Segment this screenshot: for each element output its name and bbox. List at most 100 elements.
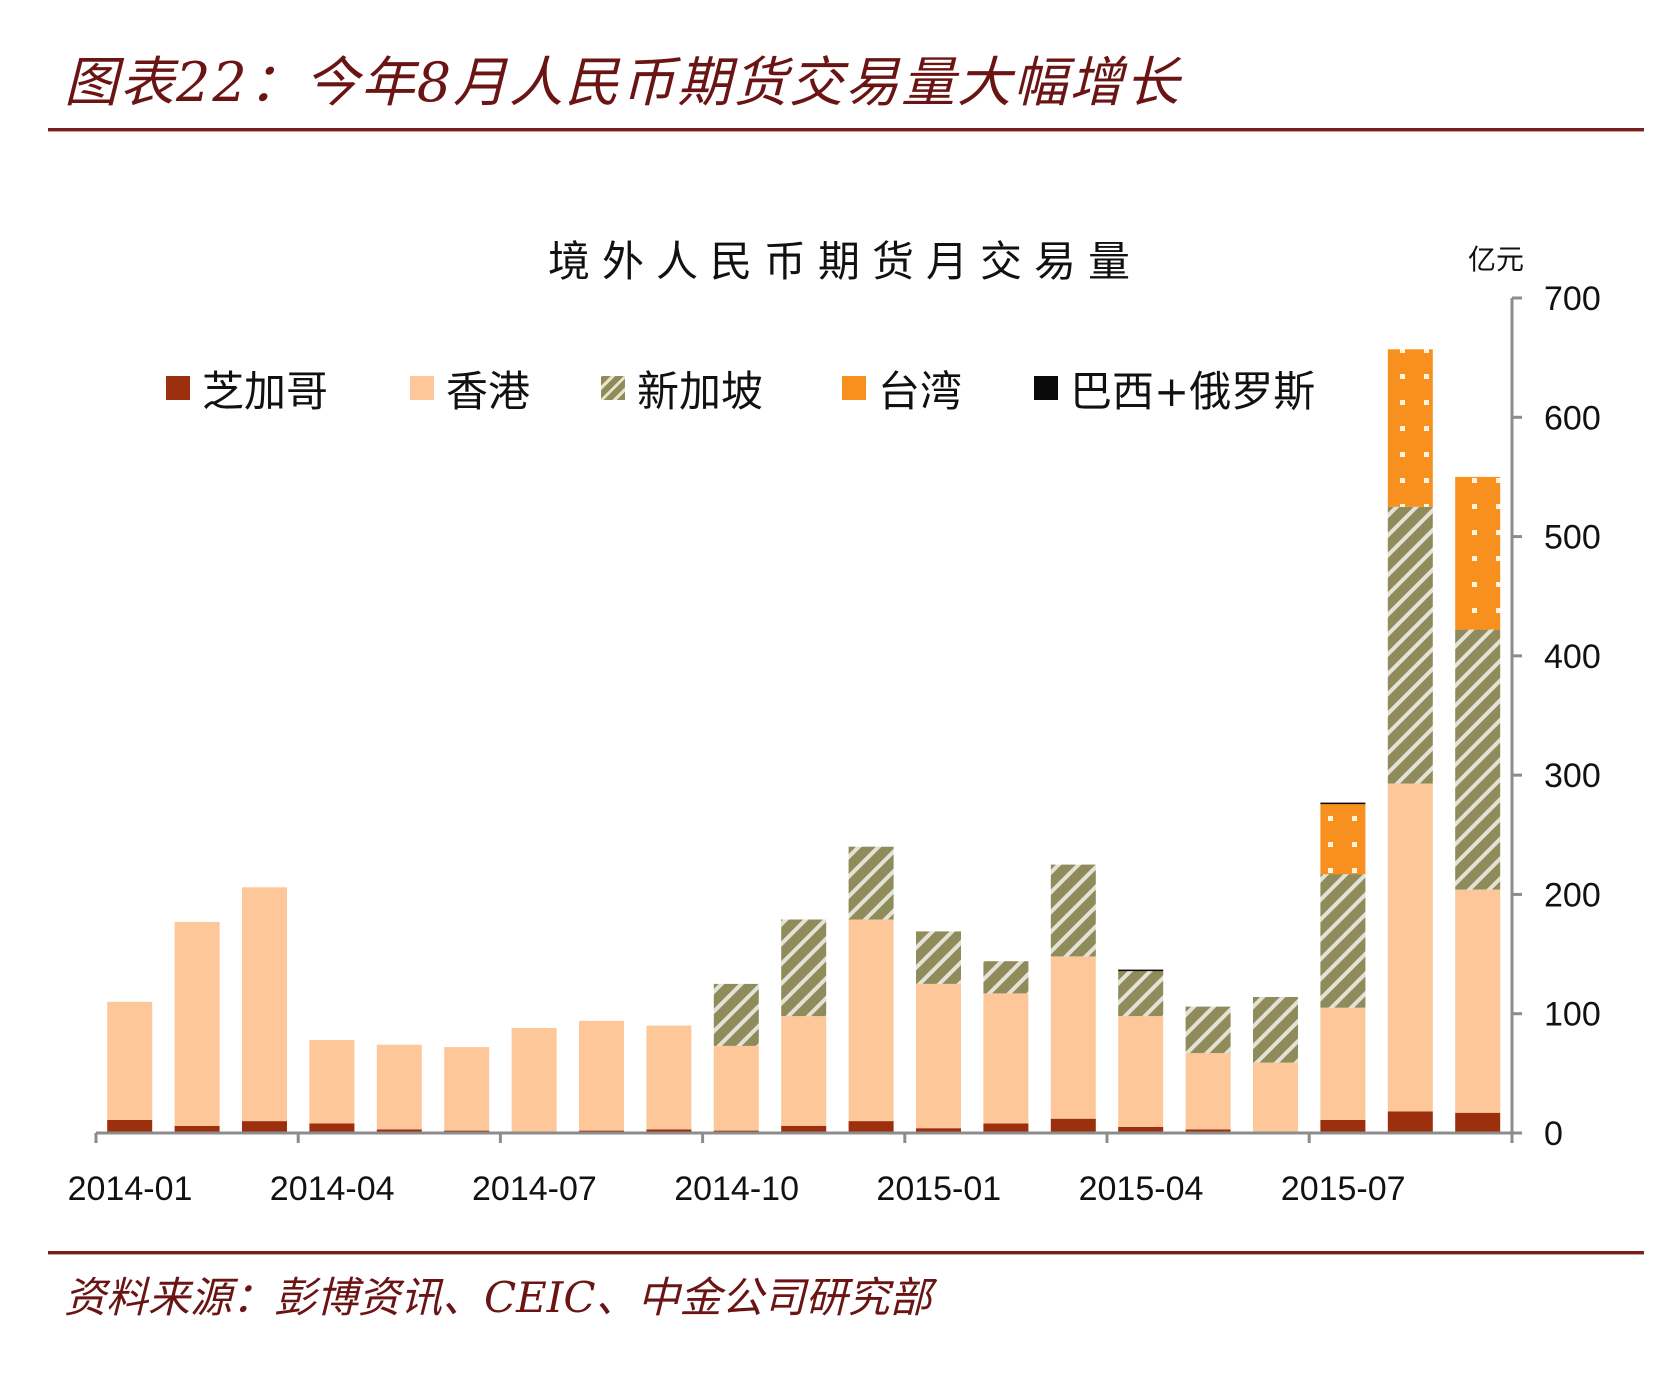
bar-2015-06 xyxy=(1253,997,1298,1133)
y-tick-label: 700 xyxy=(1544,280,1601,318)
bar-2015-05 xyxy=(1185,1006,1231,1133)
bar-segment-chicago xyxy=(242,1121,287,1133)
bar-segment-hongkong xyxy=(646,1025,692,1130)
legend-item-taiwan: 台湾 xyxy=(842,358,962,418)
legend-label: 巴西+俄罗斯 xyxy=(1070,366,1316,416)
legend-label: 台湾 xyxy=(878,366,963,416)
bar-segment-chicago xyxy=(1387,1111,1433,1133)
bar-segment-chicago xyxy=(983,1123,1029,1133)
bar-segment-chicago xyxy=(1320,1119,1366,1133)
bar-segment-chicago xyxy=(376,1129,422,1133)
bar-segment-hongkong xyxy=(983,993,1029,1124)
bar-2014-02 xyxy=(174,921,220,1133)
bar-segment-chicago xyxy=(1118,1127,1164,1133)
x-tick-label: 2015-01 xyxy=(876,1170,1001,1208)
legend-label: 新加坡 xyxy=(637,366,764,416)
bar-segment-chicago xyxy=(444,1130,490,1133)
legend-swatch-hongkong xyxy=(410,376,434,400)
bar-segment-singapore xyxy=(1050,864,1096,957)
chart-title: 境外人民币期货月交易量 xyxy=(547,237,1142,286)
bar-segment-chicago xyxy=(1185,1129,1231,1133)
source-text: 彭博资讯、CEIC、中金公司研究部 xyxy=(274,1273,932,1322)
x-tick-label: 2014-01 xyxy=(68,1170,193,1208)
bar-segment-singapore xyxy=(1387,506,1433,784)
y-tick-label: 100 xyxy=(1544,996,1601,1034)
bar-segment-chicago xyxy=(848,1121,894,1133)
y-tick-label: 600 xyxy=(1544,399,1601,437)
bar-2014-04 xyxy=(309,1040,355,1133)
bar-segment-hongkong xyxy=(916,983,961,1129)
bar-segment-hongkong xyxy=(1320,1007,1366,1120)
bar-segment-hongkong xyxy=(309,1040,355,1124)
bar-segment-taiwan xyxy=(1455,476,1501,630)
bar-2015-02 xyxy=(983,961,1029,1133)
y-tick-label: 400 xyxy=(1544,638,1601,676)
bar-segment-hongkong xyxy=(1050,956,1096,1119)
bar-segment-singapore xyxy=(916,931,961,984)
source-note: 资料来源：彭博资讯、CEIC、中金公司研究部 xyxy=(64,1264,932,1325)
title-divider xyxy=(48,128,1644,131)
bar-segment-chicago xyxy=(713,1130,759,1133)
bar-segment-singapore xyxy=(1118,970,1164,1017)
bar-segment-hongkong xyxy=(174,921,220,1126)
bar-segment-chicago xyxy=(916,1128,961,1133)
legend-item-singapore: 新加坡 xyxy=(601,358,763,418)
bar-segment-hongkong xyxy=(781,1016,827,1126)
y-axis-unit: 亿元 xyxy=(1468,243,1525,276)
x-tick-label: 2015-07 xyxy=(1281,1170,1406,1208)
bar-segment-singapore xyxy=(1320,874,1366,1008)
x-tick-label: 2014-07 xyxy=(472,1170,597,1208)
bar-segment-hongkong xyxy=(1455,889,1501,1113)
bar-segment-singapore xyxy=(983,961,1029,994)
y-tick-label: 500 xyxy=(1544,519,1601,557)
legend-swatch-chicago xyxy=(166,376,190,400)
legend-label: 芝加哥 xyxy=(202,366,329,416)
bar-segment-hongkong xyxy=(511,1028,557,1132)
bar-segment-chicago xyxy=(781,1125,827,1133)
bar-2014-07 xyxy=(511,1028,557,1134)
bar-segment-singapore xyxy=(848,846,894,920)
source-divider xyxy=(48,1251,1644,1254)
bar-2014-12 xyxy=(848,846,894,1133)
bar-2015-01 xyxy=(916,931,961,1133)
legend-item-brazil_russia: 巴西+俄罗斯 xyxy=(1034,358,1315,418)
legend-swatch-brazil_russia xyxy=(1034,376,1058,400)
y-tick-label: 200 xyxy=(1544,876,1601,914)
x-tick-label: 2014-10 xyxy=(674,1170,799,1208)
bar-segment-singapore xyxy=(781,919,827,1017)
legend-label: 香港 xyxy=(446,366,531,416)
legend-swatch-taiwan xyxy=(842,376,866,400)
bar-segment-hongkong xyxy=(848,919,894,1122)
bar-segment-chicago xyxy=(1455,1112,1501,1133)
x-tick-label: 2015-04 xyxy=(1079,1170,1204,1208)
bar-segment-singapore xyxy=(1185,1006,1231,1054)
figure-title: 图表22：今年8月人民币期货交易量大幅增长 xyxy=(64,50,1181,116)
bar-segment-hongkong xyxy=(107,1001,153,1120)
bar-segment-hongkong xyxy=(242,887,287,1122)
y-tick-label: 300 xyxy=(1544,757,1601,795)
bar-segment-chicago xyxy=(511,1131,557,1134)
bar-segment-hongkong xyxy=(1253,1062,1298,1133)
bar-2015-03 xyxy=(1050,864,1096,1133)
bar-2014-11 xyxy=(781,919,827,1133)
bar-segment-hongkong xyxy=(376,1044,422,1130)
bar-segment-chicago xyxy=(646,1129,692,1133)
bar-segment-hongkong xyxy=(713,1045,759,1131)
bar-2014-10 xyxy=(713,983,759,1133)
bar-segment-singapore xyxy=(713,983,759,1046)
figure-label: 图表22： xyxy=(64,51,305,114)
bar-segment-taiwan xyxy=(1387,349,1433,507)
bar-segment-singapore xyxy=(1253,997,1298,1063)
bar-2015-08 xyxy=(1387,349,1433,1133)
bar-segment-chicago xyxy=(1050,1118,1096,1133)
bar-segment-hongkong xyxy=(579,1020,624,1131)
bar-2015-09 xyxy=(1455,476,1501,1133)
legend-swatch-singapore xyxy=(601,376,625,400)
figure-title-text: 今年8月人民币期货交易量大幅增长 xyxy=(304,51,1182,114)
bar-segment-brazil_russia xyxy=(1320,802,1366,805)
bar-segment-brazil_russia xyxy=(1118,969,1164,972)
bar-2014-09 xyxy=(646,1025,692,1133)
bar-segment-chicago xyxy=(579,1130,624,1133)
bar-segment-chicago xyxy=(107,1119,153,1133)
